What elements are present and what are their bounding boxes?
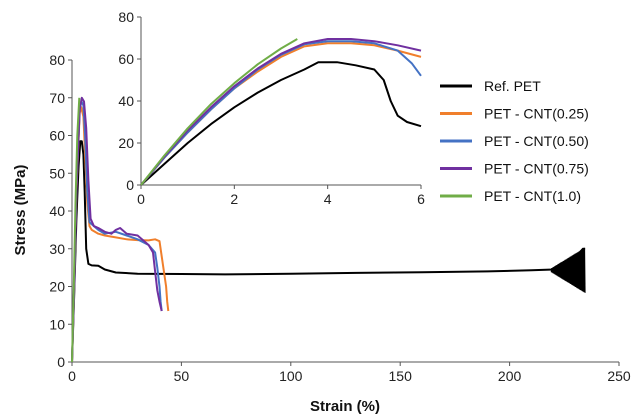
inset-series-4-line (140, 38, 298, 186)
legend-label-3: PET - CNT(0.75) (484, 161, 589, 177)
main-y-tick-label: 40 (49, 203, 65, 219)
legend-label-4: PET - CNT(1.0) (484, 188, 581, 204)
main-x-tick-label: 50 (174, 368, 190, 384)
inset-x-tick-label: 0 (137, 191, 145, 207)
inset-x-tick-label: 4 (324, 191, 332, 207)
main-y-tick-label: 10 (49, 316, 65, 332)
main-x-tick-label: 0 (68, 368, 76, 384)
legend-label-1: PET - CNT(0.25) (484, 106, 589, 122)
inset-plot: 0 20 40 60 80 0 2 4 6 (100, 4, 430, 214)
main-series-4-line (71, 97, 81, 363)
x-axis-label: Strain (%) (310, 398, 380, 415)
inset-series-3-line (140, 38, 422, 186)
main-series-3-line (71, 96, 163, 363)
inset-y-tick-label: 20 (118, 135, 134, 151)
ref-pet-oscillation (550, 247, 586, 293)
inset-series-0-line (140, 61, 422, 186)
main-y-tick-label: 30 (49, 241, 65, 257)
legend: Ref. PET PET - CNT(0.25) PET - CNT(0.50) PE… (430, 70, 615, 210)
legend-label-0: Ref. PET (484, 78, 541, 94)
legend-label-2: PET - CNT(0.50) (484, 133, 589, 149)
main-x-tick-label: 150 (389, 368, 413, 384)
inset-y-tick-label: 40 (118, 93, 134, 109)
y-axis-label: Stress (MPa) (12, 165, 29, 256)
inset-y-tick-label: 0 (126, 177, 134, 193)
main-y-tick-label: 60 (49, 128, 65, 144)
main-y-tick-label: 0 (57, 354, 65, 370)
main-x-tick-label: 100 (279, 368, 303, 384)
inset-y-tick-label: 60 (118, 51, 134, 67)
inset-x-tick-label: 2 (230, 191, 238, 207)
main-x-tick-label: 250 (607, 368, 631, 384)
main-y-tick-label: 20 (49, 279, 65, 295)
inset-x-tick-label: 6 (417, 191, 425, 207)
inset-background (100, 4, 430, 214)
main-y-tick-label: 80 (49, 52, 65, 68)
main-y-tick-label: 70 (49, 90, 65, 106)
main-x-tick-label: 200 (498, 368, 522, 384)
main-y-tick-label: 50 (49, 165, 65, 181)
inset-y-tick-label: 80 (118, 9, 134, 25)
